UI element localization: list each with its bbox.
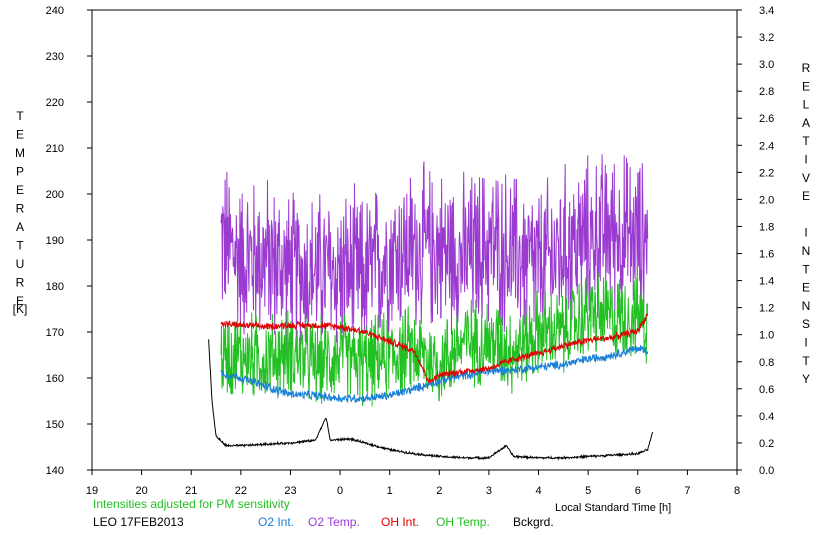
axis-title-letter: N — [802, 299, 811, 313]
right-tick-label: 0.2 — [759, 438, 774, 450]
axis-title-letter: T — [16, 239, 24, 253]
x-tick-label: 7 — [684, 485, 690, 497]
right-tick-label: 2.0 — [759, 194, 774, 206]
axis-title-letter: E — [16, 294, 24, 308]
legend-oh-int: OH Int. — [381, 515, 420, 529]
axis-title-letter: R — [16, 276, 25, 290]
x-tick-label: 5 — [585, 485, 591, 497]
axis-title-letter: M — [15, 146, 25, 160]
sensitivity-note: Intensities adjusted for PM sensitivity — [93, 497, 290, 511]
right-axis-ticks: 0.0 0.2 0.4 0.6 0.8 1.0 1.2 1.4 1.6 1.8 2.0 2.2 2.4 2… — [737, 5, 774, 477]
axis-title-letter: Y — [802, 372, 810, 386]
right-tick-label: 1.0 — [759, 330, 774, 342]
axis-title-letter: V — [802, 171, 810, 185]
right-tick-label: 3.2 — [759, 32, 774, 44]
x-tick-label: 19 — [86, 485, 98, 497]
x-tick-label: 6 — [635, 485, 641, 497]
x-tick-label: 0 — [337, 485, 343, 497]
x-tick-label: 22 — [235, 485, 247, 497]
right-tick-label: 0.0 — [759, 465, 774, 477]
right-tick-label: 2.6 — [759, 113, 774, 125]
left-tick-label: 230 — [46, 51, 64, 63]
axis-title-letter: A — [16, 220, 24, 234]
right-tick-label: 1.4 — [759, 276, 774, 288]
x-tick-label: 8 — [734, 485, 740, 497]
right-tick-label: 1.2 — [759, 303, 774, 315]
right-tick-label: 0.8 — [759, 357, 774, 369]
x-tick-label: 2 — [436, 485, 442, 497]
x-tick-label: 4 — [535, 485, 541, 497]
series-layer — [208, 154, 654, 461]
axis-title-letter: N — [802, 244, 811, 258]
axis-title-letter: E — [802, 79, 810, 93]
right-tick-label: 3.4 — [759, 5, 774, 17]
left-tick-label: 200 — [46, 189, 64, 201]
left-tick-label: 240 — [46, 5, 64, 17]
axis-title-letter: R — [16, 202, 25, 216]
series-line-o2-int — [220, 344, 649, 404]
axis-title-letter: T — [802, 354, 810, 368]
left-tick-label: 220 — [46, 97, 64, 109]
x-axis-ticks: 19 20 21 22 23 0 1 2 3 4 5 6 7 8 — [86, 470, 740, 497]
legend-oh-temp: OH Temp. — [436, 515, 490, 529]
legend-o2-temp: O2 Temp. — [308, 515, 360, 529]
axis-title-letter: T — [802, 262, 810, 276]
series-line-bckgrd — [208, 339, 654, 461]
axis-title-letter: E — [802, 281, 810, 295]
right-tick-label: 0.4 — [759, 411, 774, 423]
left-tick-label: 140 — [46, 465, 64, 477]
axis-title-letter: I — [804, 336, 807, 350]
axis-title-letter: T — [802, 134, 810, 148]
right-tick-label: 3.0 — [759, 59, 774, 71]
left-tick-label: 170 — [46, 327, 64, 339]
x-tick-label: 1 — [387, 485, 393, 497]
axis-title-letter: R — [802, 61, 811, 75]
left-tick-label: 150 — [46, 419, 64, 431]
left-tick-label: 180 — [46, 281, 64, 293]
axis-title-letter: E — [802, 189, 810, 203]
axis-title-letter: P — [16, 165, 24, 179]
left-tick-label: 160 — [46, 373, 64, 385]
right-tick-label: 2.8 — [759, 86, 774, 98]
x-tick-label: 3 — [486, 485, 492, 497]
right-tick-label: 0.6 — [759, 384, 774, 396]
axis-title-letter: A — [802, 116, 810, 130]
axis-title-letter: E — [16, 183, 24, 197]
legend-bckgrd: Bckgrd. — [513, 515, 554, 529]
left-axis-ticks: 140 150 160 170 180 190 200 210 220 230 240 — [46, 5, 92, 477]
x-tick-label: 21 — [185, 485, 197, 497]
axis-title-letter: I — [804, 153, 807, 167]
left-tick-label: 190 — [46, 235, 64, 247]
left-axis-unit: [K] — [13, 302, 28, 316]
site-date-label: LEO 17FEB2013 — [93, 515, 184, 529]
x-tick-label: 20 — [135, 485, 147, 497]
series-line-oh-int — [220, 313, 649, 384]
axis-title-letter: T — [16, 109, 24, 123]
axis-title-letter: L — [803, 98, 810, 112]
axis-title-letter: S — [802, 317, 810, 331]
legend-o2-int: O2 Int. — [258, 515, 295, 529]
x-tick-label: 23 — [284, 485, 296, 497]
right-tick-label: 1.8 — [759, 221, 774, 233]
axis-title-letter: E — [16, 128, 24, 142]
right-tick-label: 1.6 — [759, 249, 774, 261]
left-tick-label: 210 — [46, 143, 64, 155]
axis-title-letter: U — [16, 257, 25, 271]
axis-title-letter: I — [804, 226, 807, 240]
x-axis-title: Local Standard Time [h] — [555, 502, 671, 514]
right-tick-label: 2.2 — [759, 167, 774, 179]
right-tick-label: 2.4 — [759, 140, 774, 152]
